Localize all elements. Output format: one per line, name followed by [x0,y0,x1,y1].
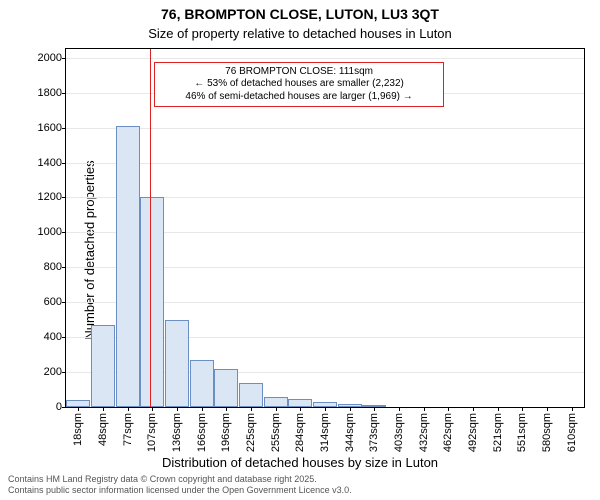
x-axis-label: Distribution of detached houses by size … [0,455,600,470]
y-tick-label: 800 [44,261,62,273]
bar [264,397,288,407]
x-tick-mark [498,407,499,411]
x-tick-mark [374,407,375,411]
x-tick-mark [300,407,301,411]
chart-title: 76, BROMPTON CLOSE, LUTON, LU3 3QT [0,6,600,22]
x-tick-label: 166sqm [196,413,208,452]
plot-area: 020040060080010001200140016001800200018s… [65,48,585,408]
x-tick-mark [78,407,79,411]
x-tick-label: 284sqm [294,413,306,452]
annot-line-3: 46% of semi-detached houses are larger (… [161,91,437,104]
bar [66,400,90,407]
x-tick-label: 403sqm [393,413,405,452]
x-tick-label: 344sqm [344,413,356,452]
x-tick-mark [572,407,573,411]
marker-line [150,49,151,407]
x-tick-mark [325,407,326,411]
x-tick-label: 196sqm [220,413,232,452]
y-tick-label: 1000 [38,226,62,238]
y-tick-label: 1800 [38,87,62,99]
gridline [66,58,584,59]
y-tick-mark [62,232,66,233]
y-tick-mark [62,372,66,373]
x-tick-mark [177,407,178,411]
x-tick-label: 225sqm [245,413,257,452]
bar [165,320,189,407]
x-tick-label: 521sqm [492,413,504,452]
gridline [66,128,584,129]
y-tick-mark [62,93,66,94]
chart-container: 76, BROMPTON CLOSE, LUTON, LU3 3QT Size … [0,0,600,500]
x-tick-label: 255sqm [270,413,282,452]
bar [140,197,164,407]
y-tick-mark [62,302,66,303]
x-tick-label: 462sqm [442,413,454,452]
y-tick-label: 2000 [38,52,62,64]
x-tick-label: 610sqm [566,413,578,452]
x-tick-mark [399,407,400,411]
y-tick-label: 600 [44,296,62,308]
x-tick-label: 77sqm [122,413,134,446]
x-tick-mark [226,407,227,411]
y-tick-mark [62,337,66,338]
y-tick-label: 400 [44,331,62,343]
y-tick-label: 0 [56,401,62,413]
credit-line-2: Contains public sector information licen… [8,485,352,496]
bar [214,369,238,407]
credit-line-1: Contains HM Land Registry data © Crown c… [8,474,352,485]
chart-subtitle: Size of property relative to detached ho… [0,26,600,41]
bar [91,325,115,407]
x-tick-mark [202,407,203,411]
x-tick-mark [424,407,425,411]
gridline [66,163,584,164]
x-tick-label: 432sqm [418,413,430,452]
x-tick-label: 107sqm [146,413,158,452]
y-tick-mark [62,128,66,129]
y-tick-mark [62,163,66,164]
annot-line-1: 76 BROMPTON CLOSE: 111sqm [161,66,437,79]
x-tick-label: 373sqm [368,413,380,452]
y-tick-label: 1400 [38,157,62,169]
x-tick-mark [350,407,351,411]
y-tick-label: 200 [44,366,62,378]
x-tick-label: 18sqm [72,413,84,446]
x-tick-mark [522,407,523,411]
bar [116,126,140,407]
x-tick-mark [473,407,474,411]
y-tick-mark [62,267,66,268]
x-tick-mark [128,407,129,411]
annotation-box: 76 BROMPTON CLOSE: 111sqm← 53% of detach… [154,62,444,108]
x-tick-label: 48sqm [97,413,109,446]
y-tick-label: 1600 [38,122,62,134]
x-tick-mark [251,407,252,411]
x-tick-mark [448,407,449,411]
credit-text: Contains HM Land Registry data © Crown c… [8,474,352,496]
bar [190,360,214,407]
bar [288,399,312,407]
x-tick-label: 551sqm [516,413,528,452]
x-tick-mark [547,407,548,411]
y-tick-mark [62,197,66,198]
y-tick-mark [62,407,66,408]
annot-line-2: ← 53% of detached houses are smaller (2,… [161,78,437,91]
x-tick-label: 492sqm [467,413,479,452]
x-tick-mark [276,407,277,411]
x-tick-label: 136sqm [171,413,183,452]
bar [239,383,263,407]
y-tick-label: 1200 [38,191,62,203]
x-tick-label: 580sqm [541,413,553,452]
x-tick-label: 314sqm [319,413,331,452]
y-tick-mark [62,58,66,59]
x-tick-mark [103,407,104,411]
x-tick-mark [152,407,153,411]
